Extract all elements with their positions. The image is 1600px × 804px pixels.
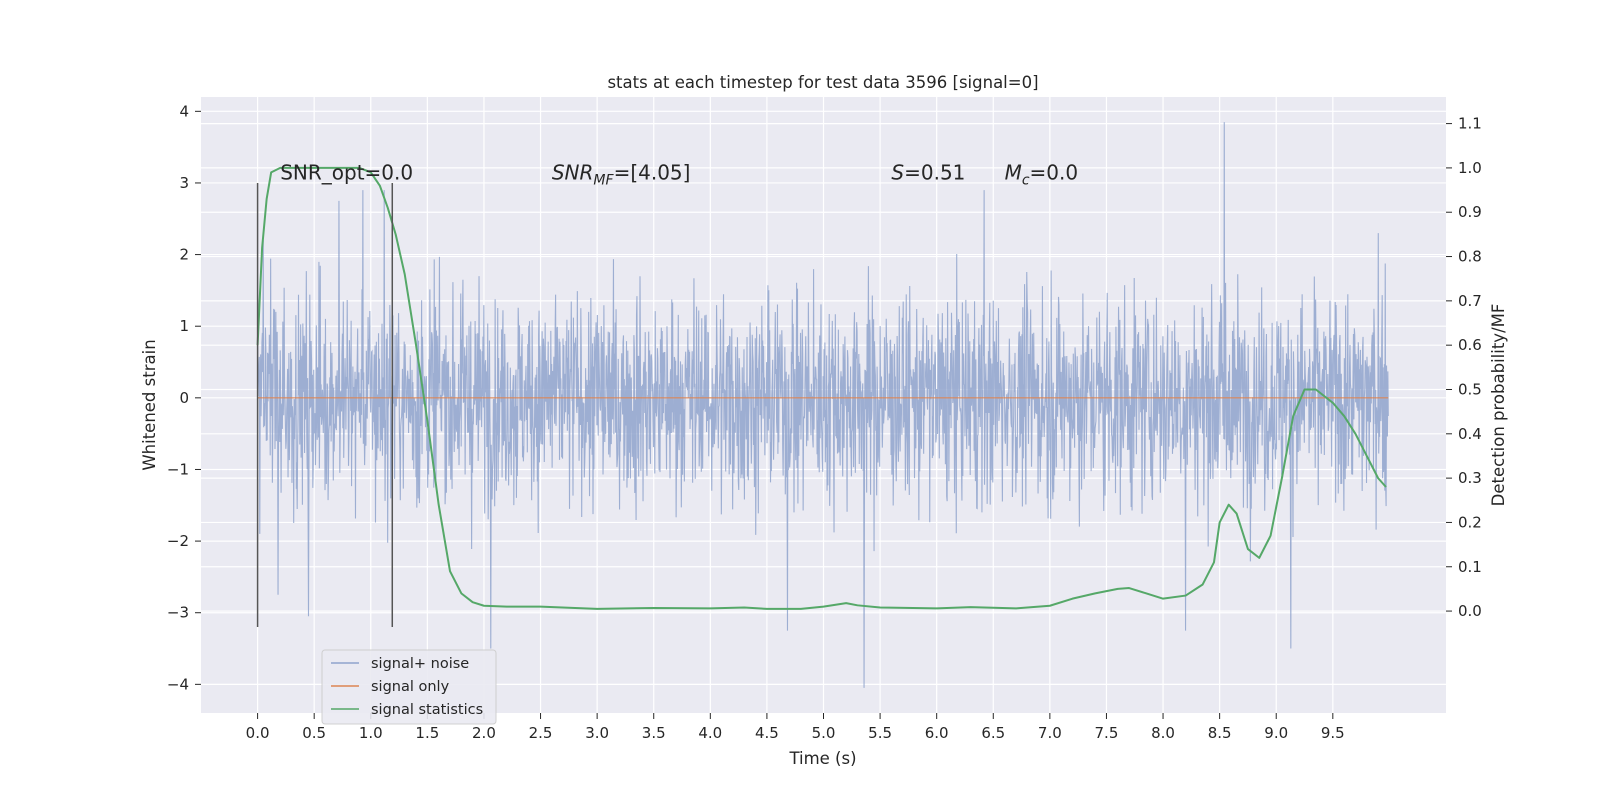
- annotation-text: Mc=0.0: [1005, 160, 1079, 188]
- y-right-tick-label: 0.1: [1458, 558, 1482, 576]
- line-layer: [256, 166, 1389, 610]
- y-right-tick-label: 0.0: [1458, 602, 1482, 620]
- x-tick-label: 5.5: [868, 724, 892, 742]
- legend-label-signal-statistics: signal statistics: [371, 702, 483, 718]
- legend: signal+ noise signal only signal statist…: [321, 649, 497, 725]
- x-axis-label: Time (s): [788, 749, 856, 768]
- y-right-tick-label: 0.9: [1458, 203, 1482, 221]
- x-tick-label: 3.0: [585, 724, 609, 742]
- x-tick-label: 8.5: [1208, 724, 1232, 742]
- y-axis-label-right: Detection probability/MF: [1489, 304, 1508, 507]
- x-tick-label: 4.0: [698, 724, 722, 742]
- y-tick-label: 3: [179, 174, 189, 192]
- y-tick-label: −1: [167, 460, 189, 478]
- vline-layer: [256, 182, 394, 628]
- x-tick-label: 6.5: [981, 724, 1005, 742]
- x-tick-label: 5.0: [812, 724, 836, 742]
- y-tick-label: 0: [179, 389, 189, 407]
- y-right-tick-label: 1.1: [1458, 115, 1482, 133]
- y-right-tick-label: 0.8: [1458, 248, 1482, 266]
- y-right-tick-label: 0.6: [1458, 336, 1482, 354]
- annotation-text: S=0.51: [891, 160, 965, 184]
- annotation-text: SNRMF=[4.05]: [552, 160, 691, 188]
- y-right-tick-label: 0.2: [1458, 513, 1482, 531]
- x-tick-label: 7.5: [1095, 724, 1119, 742]
- y-tick-label: −4: [167, 675, 189, 693]
- x-tick-label: 7.0: [1038, 724, 1062, 742]
- y-right-tick-label: 0.5: [1458, 380, 1482, 398]
- x-tick-label: 9.5: [1321, 724, 1345, 742]
- series-signal-statistics-line: [256, 166, 1387, 610]
- x-tick-label: 4.5: [755, 724, 779, 742]
- x-tick-label: 8.0: [1151, 724, 1175, 742]
- legend-label-signal-only: signal only: [371, 679, 450, 695]
- chart-title: stats at each timestep for test data 359…: [607, 73, 1038, 92]
- x-tick-label: 1.0: [359, 724, 383, 742]
- y-right-tick-label: 0.7: [1458, 292, 1482, 310]
- noise-layer: [257, 122, 1389, 688]
- y-tick-label: 4: [179, 102, 189, 120]
- x-tick-label: 2.5: [529, 724, 553, 742]
- x-tick-label: 0.0: [246, 724, 270, 742]
- x-tick-label: 9.0: [1264, 724, 1288, 742]
- x-tick-label: 2.0: [472, 724, 496, 742]
- y-tick-label: 1: [179, 317, 189, 335]
- x-tick-label: 0.5: [302, 724, 326, 742]
- x-tick-label: 6.0: [925, 724, 949, 742]
- tick-layer: 0.0 0.5 1.0 1.5 2.0 2.5 3.0 3.5 4.0 4.5 5.0 5.5 6.0 6…: [167, 102, 1482, 742]
- y-right-tick-label: 0.4: [1458, 425, 1482, 443]
- y-tick-label: −3: [167, 604, 189, 622]
- x-tick-label: 3.5: [642, 724, 666, 742]
- y-tick-label: −2: [167, 532, 189, 550]
- y-right-tick-label: 0.3: [1458, 469, 1482, 487]
- annotation-text: SNR_opt=0.0: [280, 160, 413, 184]
- series-signal-noise-line: [257, 122, 1389, 688]
- legend-label-signal-noise: signal+ noise: [371, 656, 469, 672]
- x-tick-label: 1.5: [415, 724, 439, 742]
- y-tick-label: 2: [179, 246, 189, 264]
- y-right-tick-label: 1.0: [1458, 159, 1482, 177]
- annot-layer: SNR_opt=0.0 SNRMF=[4.05] S=0.51 Mc=0.0: [280, 160, 1078, 188]
- y-axis-label: Whitened strain: [140, 339, 159, 470]
- legend-box: [321, 649, 497, 725]
